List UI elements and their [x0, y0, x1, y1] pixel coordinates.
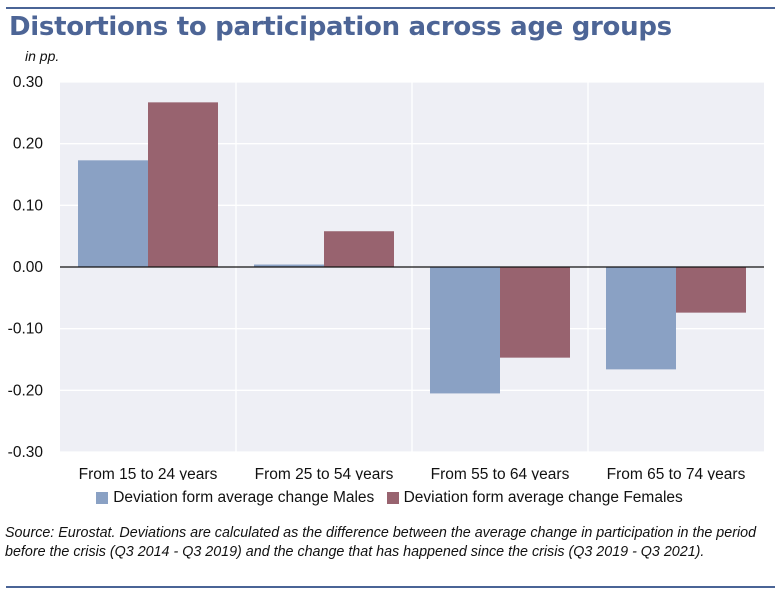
source-note: Source: Eurostat. Deviations are calcula…	[5, 525, 757, 560]
x-tick-label: From 65 to 74 years	[607, 466, 746, 480]
bar-females-0	[148, 102, 218, 267]
legend-label-females: Deviation form average change Females	[403, 489, 683, 506]
bar-males-2	[430, 267, 500, 394]
y-tick-label: -0.30	[8, 444, 44, 461]
y-tick-label: 0.00	[13, 259, 44, 276]
legend-item-males: Deviation form average change Males	[96, 489, 374, 507]
legend: Deviation form average change Males Devi…	[0, 489, 779, 509]
x-axis-ticks: From 15 to 24 years From 25 to 54 years Fr…	[79, 466, 746, 480]
x-tick-label: From 15 to 24 years	[79, 466, 218, 480]
x-tick-label: From 25 to 54 years	[255, 466, 394, 480]
bar-males-3	[606, 267, 676, 370]
y-tick-label: -0.20	[8, 382, 44, 399]
x-tick-label: From 55 to 64 years	[431, 466, 570, 480]
chart-title: Distortions to participation across age …	[9, 12, 672, 42]
bar-chart: 0.30 0.20 0.10 0.00 -0.10 -0.20 -0.30 From 15 …	[8, 74, 764, 480]
units-label: in pp.	[25, 48, 60, 64]
y-tick-label: 0.20	[13, 136, 44, 153]
bar-females-2	[500, 267, 570, 358]
legend-label-males: Deviation form average change Males	[113, 489, 375, 506]
bottom-rule	[6, 586, 775, 588]
bar-males-1	[254, 264, 324, 267]
y-axis-ticks: 0.30 0.20 0.10 0.00 -0.10 -0.20 -0.30	[8, 74, 44, 461]
top-rule	[6, 7, 775, 9]
y-tick-label: 0.30	[13, 74, 44, 91]
bars	[78, 102, 746, 394]
bar-females-3	[676, 267, 746, 313]
y-tick-label: -0.10	[8, 321, 44, 338]
legend-swatch-males	[96, 492, 109, 504]
bar-females-1	[324, 231, 394, 267]
bar-males-0	[78, 160, 148, 267]
legend-swatch-females	[386, 492, 399, 504]
y-tick-label: 0.10	[13, 197, 44, 214]
legend-item-females: Deviation form average change Females	[386, 489, 683, 507]
